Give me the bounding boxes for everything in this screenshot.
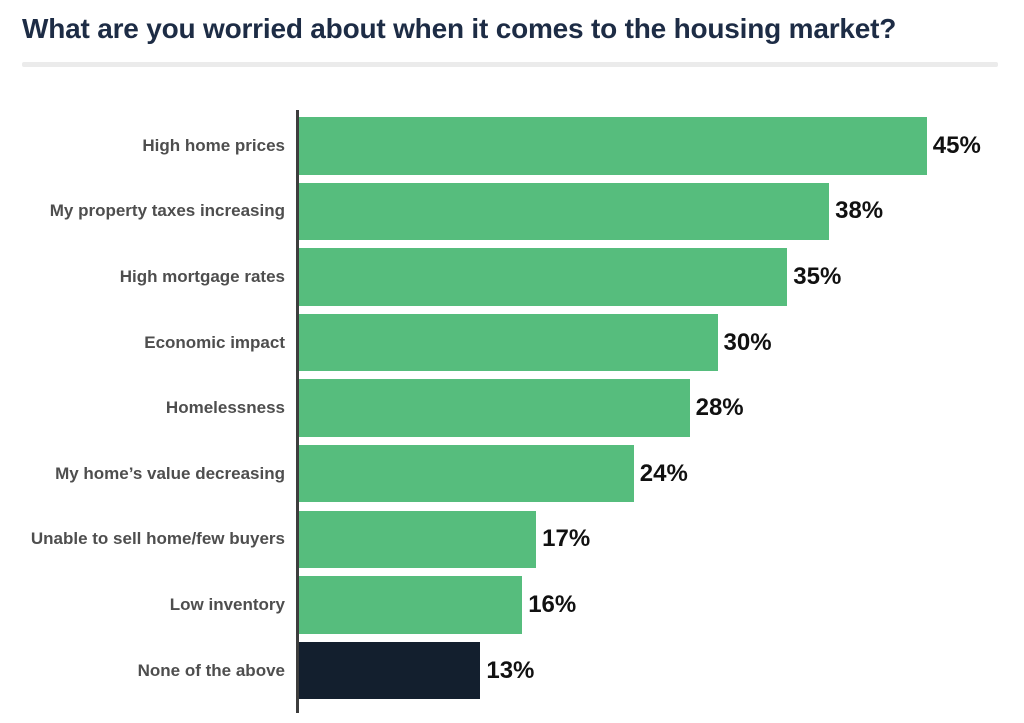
bar-row: My property taxes increasing 38% [0,182,1024,241]
bar [299,510,537,569]
category-label: My property taxes increasing [49,201,285,221]
bar-row: My home’s value decreasing 24% [0,444,1024,503]
value-label: 28% [695,394,744,422]
bar-row: High home prices 45% [0,117,1024,175]
value-label: 24% [639,459,688,487]
bar [299,248,788,306]
chart-title: What are you worried about when it comes… [22,13,897,44]
value-label: 17% [542,525,591,553]
value-label: 13% [486,656,535,684]
bar-row: Low inventory 16% [0,576,1024,634]
y-axis-line [296,110,299,713]
value-label: 38% [835,197,884,225]
bar-row: Homelessness 28% [0,379,1024,437]
bar [299,313,718,372]
value-label: 30% [723,328,772,356]
value-label: 35% [793,262,842,290]
title-divider [22,62,998,67]
bar-rows-container: High home prices 45% My property taxes inc… [0,117,1024,707]
category-label: Unable to sell home/few buyers [30,529,285,549]
bar-row: Economic impact 30% [0,313,1024,372]
category-label: My home’s value decreasing [55,463,285,483]
category-label: Low inventory [169,594,285,614]
category-label: High mortgage rates [119,266,285,286]
bar-row: None of the above 13% [0,641,1024,700]
value-label: 45% [932,131,981,159]
value-label: 16% [528,590,577,618]
category-label: None of the above [137,660,285,680]
bar [299,182,830,241]
category-label: High home prices [142,135,285,155]
bar [299,641,481,700]
bar [299,117,927,175]
bar [299,444,634,503]
bar [299,379,690,437]
bar-row: Unable to sell home/few buyers 17% [0,510,1024,569]
category-label: Homelessness [165,398,285,418]
category-label: Economic impact [144,332,285,352]
bar-row: High mortgage rates 35% [0,248,1024,306]
bar [299,576,523,634]
